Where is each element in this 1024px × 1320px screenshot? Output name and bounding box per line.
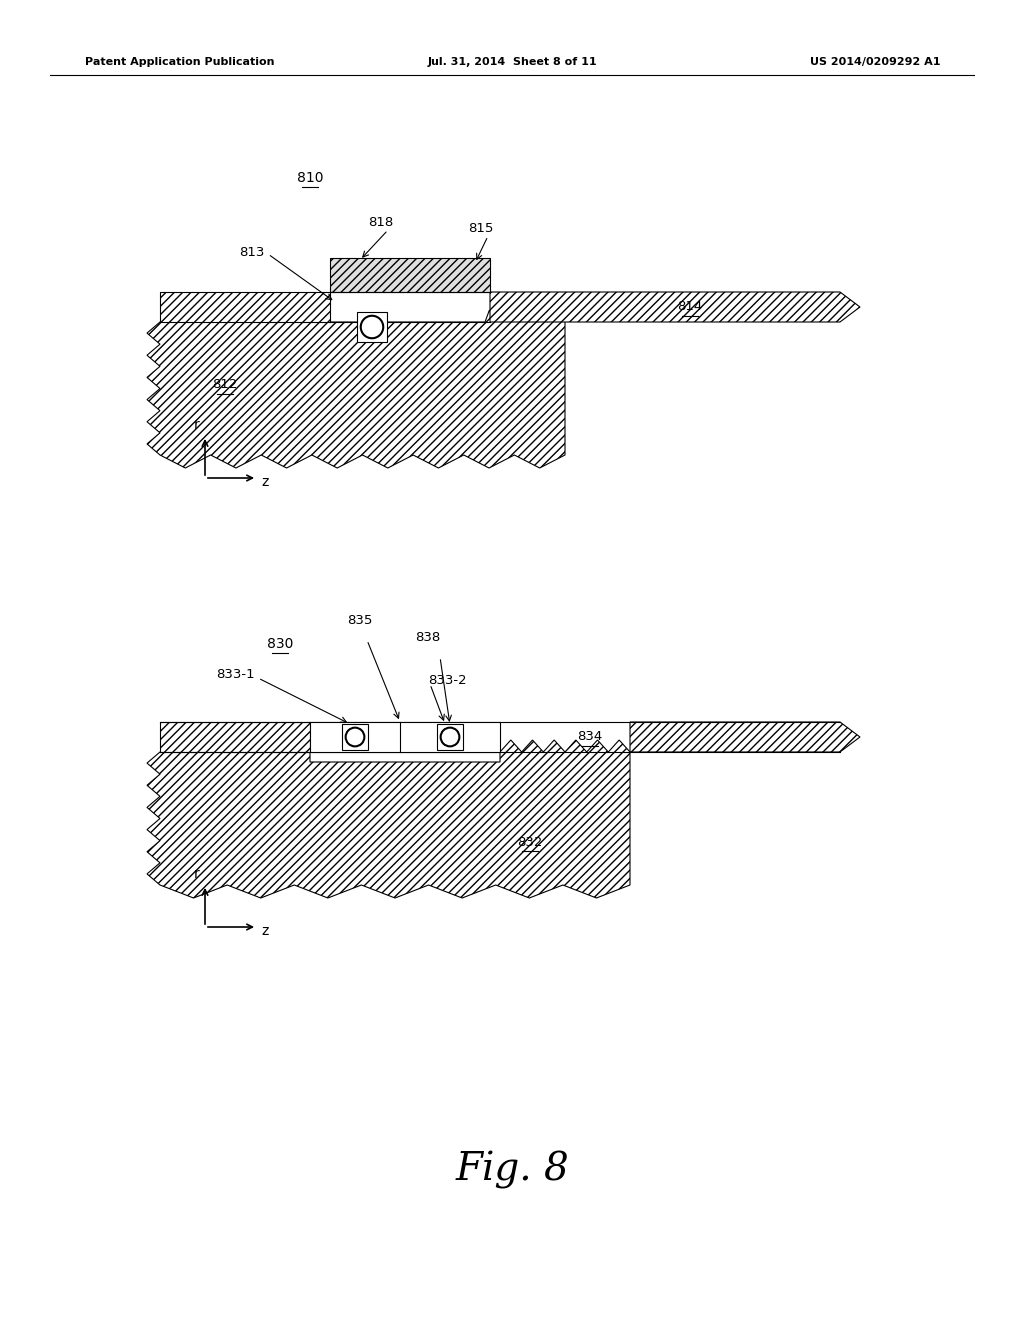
Bar — [342, 723, 368, 750]
Text: Jul. 31, 2014  Sheet 8 of 11: Jul. 31, 2014 Sheet 8 of 11 — [427, 57, 597, 67]
Polygon shape — [147, 310, 565, 469]
Polygon shape — [330, 257, 490, 292]
Text: r: r — [195, 867, 200, 880]
Text: 833-2: 833-2 — [428, 673, 467, 686]
Bar — [357, 312, 387, 342]
Text: 835: 835 — [347, 614, 373, 627]
Bar — [160, 722, 310, 752]
Text: Patent Application Publication: Patent Application Publication — [85, 57, 274, 67]
Text: US 2014/0209292 A1: US 2014/0209292 A1 — [810, 57, 940, 67]
Text: 830: 830 — [267, 638, 293, 651]
Text: 810: 810 — [297, 172, 324, 185]
Text: Fig. 8: Fig. 8 — [455, 1151, 569, 1189]
Text: 834: 834 — [578, 730, 603, 743]
Bar — [160, 292, 330, 322]
Text: r: r — [195, 418, 200, 432]
Text: z: z — [261, 924, 268, 939]
Bar — [437, 723, 463, 750]
Text: 813: 813 — [240, 246, 265, 259]
Text: 838: 838 — [415, 631, 440, 644]
Text: 814: 814 — [677, 301, 702, 314]
Text: 818: 818 — [368, 215, 393, 228]
Text: 833-1: 833-1 — [216, 668, 255, 681]
Polygon shape — [630, 722, 860, 752]
Bar — [310, 722, 500, 752]
Text: 812: 812 — [212, 379, 238, 392]
Polygon shape — [147, 741, 630, 898]
Polygon shape — [490, 292, 860, 322]
Text: 815: 815 — [468, 222, 494, 235]
Text: z: z — [261, 475, 268, 488]
Text: 832: 832 — [517, 836, 543, 849]
